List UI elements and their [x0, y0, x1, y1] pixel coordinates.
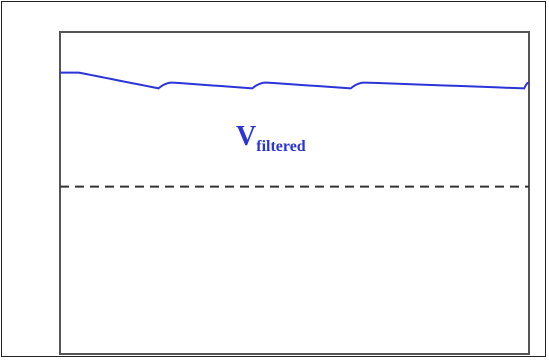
- vfiltered-waveform: [60, 71, 530, 90]
- plot-area-frame: [59, 31, 530, 355]
- vfiltered-label: Vfiltered: [236, 121, 306, 155]
- vfiltered-label-main: V: [236, 121, 256, 152]
- vfiltered-label-subscript: filtered: [256, 138, 306, 155]
